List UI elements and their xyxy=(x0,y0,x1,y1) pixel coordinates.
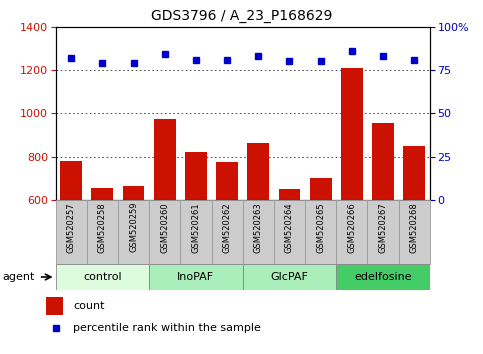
Text: edelfosine: edelfosine xyxy=(354,272,412,282)
Bar xyxy=(91,188,113,200)
Bar xyxy=(336,200,368,264)
Bar xyxy=(310,178,332,200)
Text: GSM520262: GSM520262 xyxy=(223,202,232,252)
Bar xyxy=(212,200,242,264)
Bar xyxy=(336,264,430,290)
Text: GSM520259: GSM520259 xyxy=(129,202,138,252)
Bar xyxy=(149,200,180,264)
Text: GSM520264: GSM520264 xyxy=(285,202,294,252)
Bar xyxy=(247,143,269,200)
Bar xyxy=(398,200,430,264)
Text: InoPAF: InoPAF xyxy=(177,272,214,282)
Bar xyxy=(118,200,149,264)
Bar xyxy=(149,264,242,290)
Bar xyxy=(279,189,300,200)
Text: GSM520263: GSM520263 xyxy=(254,202,263,253)
Bar xyxy=(60,161,82,200)
Text: percentile rank within the sample: percentile rank within the sample xyxy=(73,323,261,333)
Bar xyxy=(368,200,398,264)
Text: GSM520260: GSM520260 xyxy=(160,202,169,252)
Bar xyxy=(46,297,63,315)
Text: GSM520266: GSM520266 xyxy=(347,202,356,253)
Bar xyxy=(403,146,425,200)
Bar xyxy=(242,264,336,290)
Text: agent: agent xyxy=(2,272,35,282)
Bar xyxy=(305,200,336,264)
Bar xyxy=(341,68,363,200)
Bar xyxy=(154,119,176,200)
Bar xyxy=(242,200,274,264)
Bar xyxy=(185,152,207,200)
Bar xyxy=(56,264,149,290)
Bar xyxy=(87,200,118,264)
Text: GSM520265: GSM520265 xyxy=(316,202,325,252)
Text: GlcPAF: GlcPAF xyxy=(270,272,309,282)
Text: count: count xyxy=(73,301,105,311)
Text: GSM520258: GSM520258 xyxy=(98,202,107,252)
Text: GSM520268: GSM520268 xyxy=(410,202,419,253)
Bar xyxy=(123,186,144,200)
Text: GDS3796 / A_23_P168629: GDS3796 / A_23_P168629 xyxy=(151,9,332,23)
Bar xyxy=(216,162,238,200)
Bar xyxy=(56,200,87,264)
Text: control: control xyxy=(83,272,122,282)
Text: GSM520261: GSM520261 xyxy=(191,202,200,252)
Text: GSM520257: GSM520257 xyxy=(67,202,76,252)
Bar xyxy=(372,123,394,200)
Bar xyxy=(180,200,212,264)
Text: GSM520267: GSM520267 xyxy=(379,202,387,253)
Bar xyxy=(274,200,305,264)
